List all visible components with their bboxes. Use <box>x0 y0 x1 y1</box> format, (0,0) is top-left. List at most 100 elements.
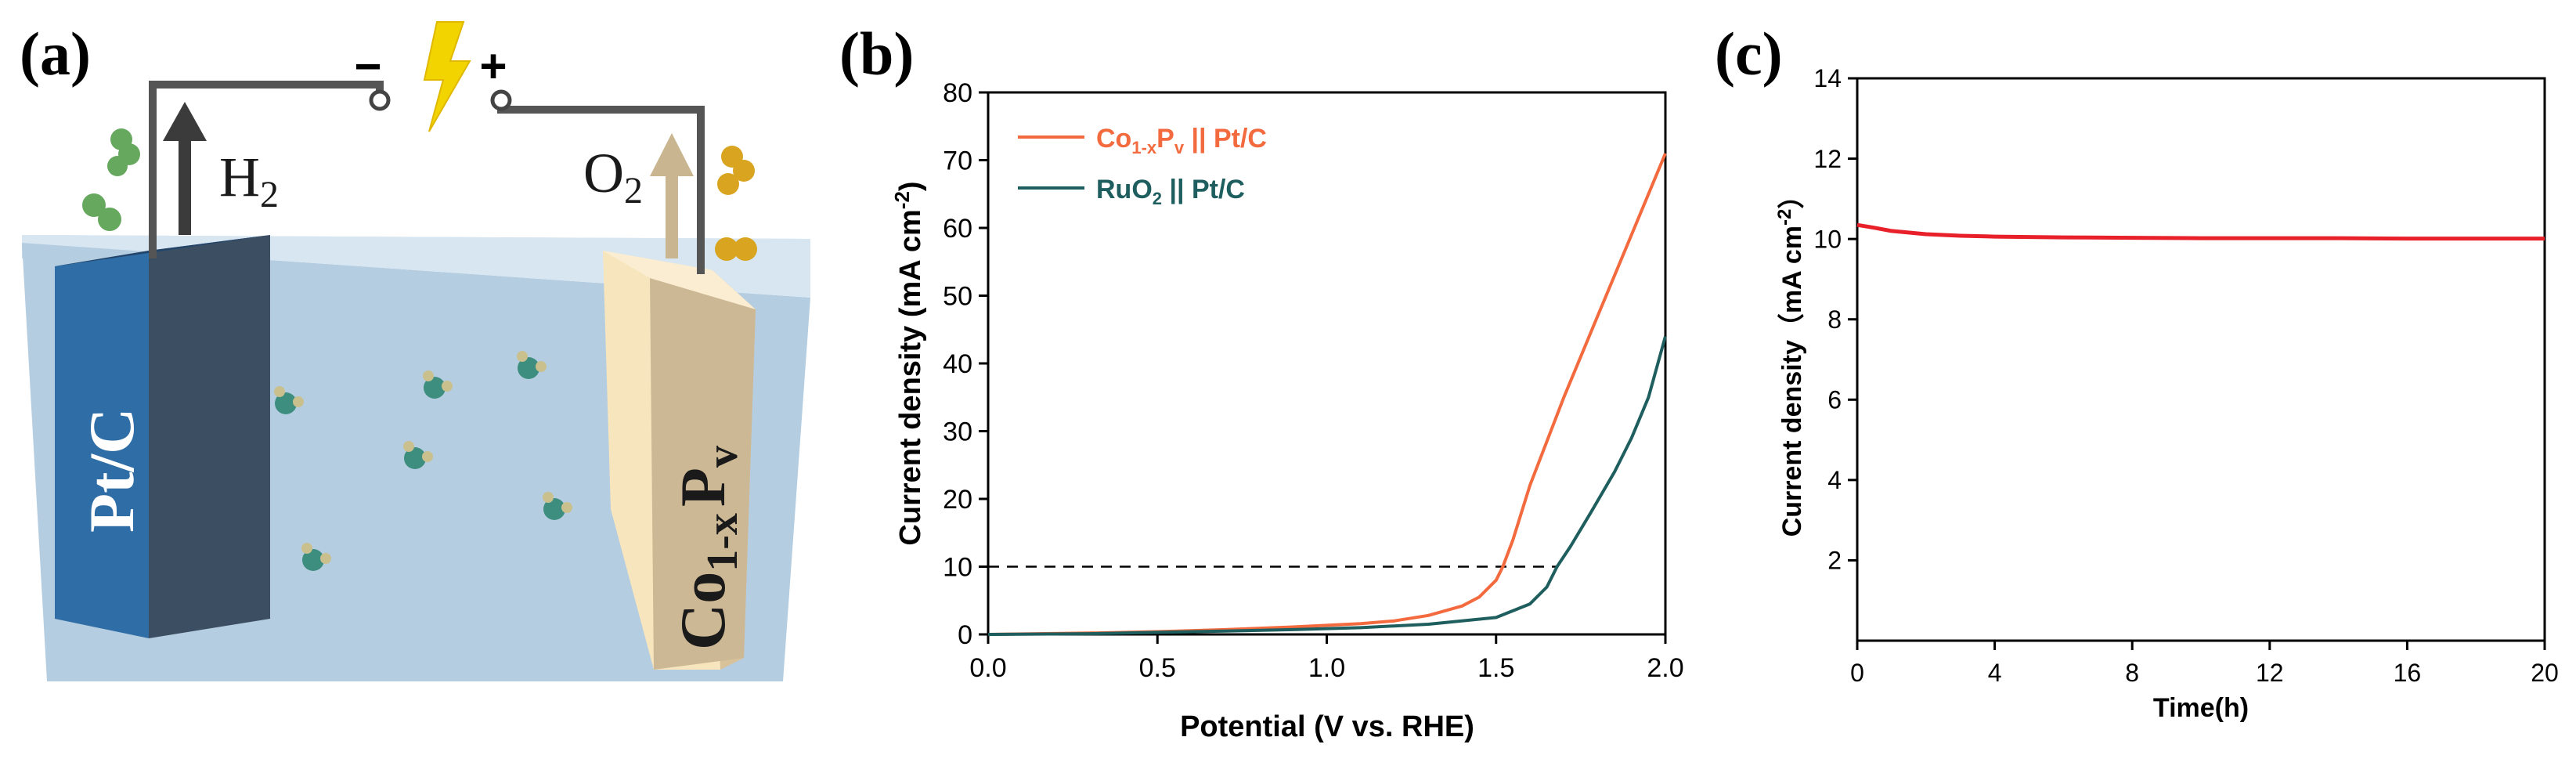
y-axis-title-b: Current density (mA cm-2) <box>890 181 927 545</box>
legend-co-mid: P <box>1156 124 1174 154</box>
y-tick-label: 80 <box>943 78 972 108</box>
o2-bubble <box>733 160 755 182</box>
h2-bubble <box>98 208 121 231</box>
legend-co-sub2: v <box>1174 138 1185 157</box>
legend-co-tail: || Pt/C <box>1184 124 1267 154</box>
panel-a-label: (a) <box>20 20 91 88</box>
o2-label: O2 <box>583 142 643 211</box>
x-tick-label: 2.0 <box>1647 653 1683 683</box>
x-tick-label: 0.0 <box>969 653 1006 683</box>
panel-a-schematic: (a) Pt/C Co1-x Pv − + H 2 O2 <box>20 20 810 681</box>
series-line-co1-xpv-pt-c <box>987 153 1667 636</box>
h2-label-main: H <box>219 146 260 208</box>
y-tick-label: 12 <box>1813 145 1842 173</box>
o2-label-main: O <box>583 142 624 204</box>
y-axis-title-c-main: Current density（mA cm <box>1777 226 1807 537</box>
x-tick-label: 12 <box>2256 659 2284 687</box>
water-molecule-icon <box>543 492 572 520</box>
y-tick-label: 10 <box>943 552 972 582</box>
water-molecule-icon <box>517 351 547 379</box>
y-tick-label: 40 <box>943 349 972 379</box>
h2-bubbles <box>82 128 140 231</box>
water-molecules <box>274 351 572 571</box>
cathode-label: Pt/C <box>76 408 147 533</box>
x-tick-label: 8 <box>2125 659 2139 687</box>
y-tick-label: 4 <box>1827 466 1842 494</box>
legend-co-sub1: 1-x <box>1131 138 1157 157</box>
y-tick-label: 60 <box>943 214 972 244</box>
lightning-bolt-icon <box>423 21 471 132</box>
o2-bubbles <box>715 146 757 261</box>
y-tick-label: 14 <box>1813 64 1842 92</box>
y-tick-label: 50 <box>943 281 972 311</box>
anode-label: Co1-x Pv <box>667 446 747 650</box>
anode-electrode-front <box>650 278 756 670</box>
panel-c-stability-chart: (c) 2 4 6 8 10 12 14 0 4 8 12 16 20 Time(h) Current… <box>1715 20 2559 723</box>
y-tick-label: 2 <box>1827 547 1842 575</box>
anode-label-co: Co <box>667 572 738 650</box>
cathode-electrode-top <box>55 235 270 266</box>
y-tick-label: 70 <box>943 146 972 175</box>
minus-sign: − <box>354 40 381 92</box>
y-tick-label: 6 <box>1827 385 1842 414</box>
legend-b: Co1-xPv || Pt/C RuO2 || Pt/C <box>1018 124 1267 208</box>
o2-arrow-icon <box>650 133 694 258</box>
x-axis-ticks-b: 0.0 0.5 1.0 1.5 2.0 <box>969 634 1684 683</box>
cathode-electrode-face <box>55 251 149 638</box>
plus-sign: + <box>479 40 507 92</box>
water-molecule-icon <box>423 370 453 399</box>
y-axis-ticks-c: 2 4 6 8 10 12 14 <box>1813 64 1857 575</box>
h2-arrow-icon <box>163 102 207 235</box>
legend-ruo2-sub: 2 <box>1153 189 1162 208</box>
y-axis-title-c: Current density（mA cm-2） <box>1774 182 1807 537</box>
series-group-b <box>987 153 1667 636</box>
x-tick-label: 0 <box>1850 659 1864 687</box>
x-tick-label: 16 <box>2394 659 2422 687</box>
h2-bubble <box>82 193 106 217</box>
legend-label-co: Co1-xPv || Pt/C <box>1096 124 1267 157</box>
y-axis-title-b-main: Current density (mA cm <box>894 209 927 545</box>
x-tick-label: 4 <box>1988 659 2002 687</box>
cathode-electrode-side <box>149 235 270 638</box>
y-axis-ticks-b: 0 10 20 30 40 50 60 70 80 <box>943 78 988 650</box>
anode-label-p: P <box>667 468 738 507</box>
plot-frame-c <box>1856 77 2546 642</box>
h2-bubble <box>107 156 128 176</box>
legend-label-ruo2: RuO2 || Pt/C <box>1096 175 1245 208</box>
x-tick-label: 1.0 <box>1308 653 1345 683</box>
o2-label-sub: 2 <box>624 170 643 211</box>
legend-co-main: Co <box>1096 124 1131 154</box>
terminal-negative <box>369 89 391 111</box>
x-tick-label: 1.5 <box>1477 653 1514 683</box>
panel-b-polarization-chart: (b) 0 10 20 30 40 50 60 70 80 0.0 0.5 1.0 1.5 2.0 Po… <box>839 20 1684 743</box>
anode-label-v: v <box>698 446 747 468</box>
o2-bubble <box>715 237 738 261</box>
y-axis-title-c-end: ） <box>1777 182 1807 209</box>
y-tick-label: 20 <box>943 485 972 515</box>
anode-electrode-top <box>603 251 756 309</box>
panel-b-label: (b) <box>839 20 914 88</box>
y-axis-title-b-end: ) <box>894 181 927 191</box>
x-tick-label: 20 <box>2531 659 2559 687</box>
o2-bubble <box>717 173 739 195</box>
plot-frame-b <box>987 91 1667 636</box>
y-tick-label: 10 <box>1813 225 1842 253</box>
x-axis-ticks-c: 0 4 8 12 16 20 <box>1850 641 2559 687</box>
anode-label-sub: 1-x <box>698 513 747 572</box>
y-tick-label: 8 <box>1827 305 1842 334</box>
water-molecule-icon <box>403 441 433 469</box>
legend-ruo2-main: RuO <box>1096 175 1153 204</box>
terminal-positive <box>490 89 512 111</box>
y-axis-title-b-sup: -2 <box>890 191 914 209</box>
series-group-c <box>1856 222 2545 241</box>
y-tick-label: 30 <box>943 417 972 446</box>
x-axis-title-b: Potential (V vs. RHE) <box>1180 710 1474 743</box>
panel-c-label: (c) <box>1715 20 1783 88</box>
legend-ruo2-tail: || Pt/C <box>1162 175 1245 204</box>
o2-bubble <box>734 237 757 261</box>
y-tick-label: 0 <box>958 620 972 650</box>
water-molecule-icon <box>274 386 304 414</box>
series-line-stability <box>1856 222 2545 241</box>
x-tick-label: 0.5 <box>1139 653 1176 683</box>
